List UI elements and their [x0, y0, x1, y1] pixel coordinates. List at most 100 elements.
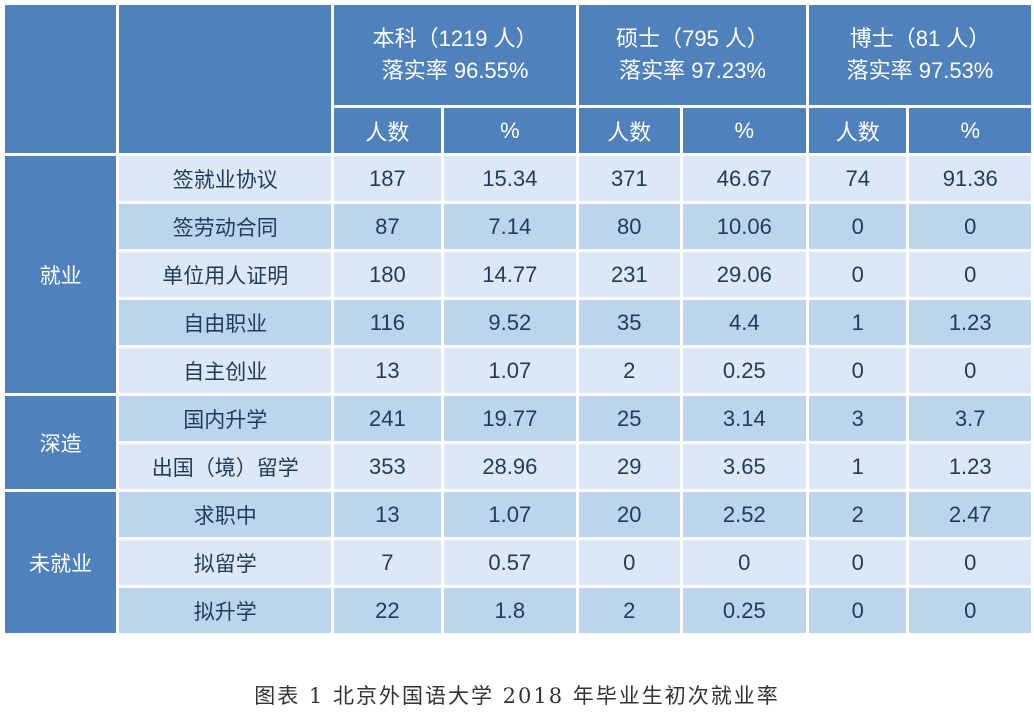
percent-cell: 0: [909, 348, 1031, 393]
count-cell: 353: [334, 444, 441, 489]
table-row: 自主创业 13 1.07 2 0.25 0 0: [5, 348, 1031, 393]
count-cell: 74: [809, 156, 907, 201]
table-row: 拟升学 22 1.8 2 0.25 0 0: [5, 588, 1031, 633]
table-caption: 图表 1 北京外国语大学 2018 年毕业生初次就业率: [254, 684, 780, 708]
category-cell: 未就业: [5, 492, 117, 633]
table-row: 单位用人证明 180 14.77 231 29.06 0 0: [5, 252, 1031, 297]
count-cell: 25: [579, 396, 680, 441]
count-cell: 7: [334, 540, 441, 585]
row-label: 拟留学: [119, 540, 332, 585]
percent-cell: 91.36: [909, 156, 1031, 201]
group-header-master: 硕士（795 人） 落实率 97.23%: [579, 5, 807, 105]
group-header-bachelor: 本科（1219 人） 落实率 96.55%: [334, 5, 577, 105]
percent-cell: 0.25: [682, 588, 807, 633]
count-cell: 1: [809, 300, 907, 345]
count-cell: 80: [579, 204, 680, 249]
group-rate: 落实率 97.53%: [846, 58, 994, 83]
percent-cell: 0: [909, 252, 1031, 297]
percent-cell: 15.34: [443, 156, 577, 201]
count-cell: 0: [809, 204, 907, 249]
employment-table: 本科（1219 人） 落实率 96.55% 硕士（795 人） 落实率 97.2…: [2, 2, 1034, 636]
percent-cell: 2.47: [909, 492, 1031, 537]
percent-cell: 14.77: [443, 252, 577, 297]
row-label: 求职中: [119, 492, 332, 537]
sub-header: 人数: [334, 108, 441, 153]
count-cell: 0: [809, 252, 907, 297]
count-cell: 13: [334, 492, 441, 537]
percent-cell: 1.8: [443, 588, 577, 633]
table-row: 未就业 求职中 13 1.07 20 2.52 2 2.47: [5, 492, 1031, 633]
percent-cell: 1.07: [443, 492, 577, 537]
count-cell: 241: [334, 396, 441, 441]
count-cell: 1: [809, 444, 907, 489]
count-cell: 0: [809, 348, 907, 393]
percent-cell: 3.14: [682, 396, 807, 441]
percent-cell: 0: [909, 588, 1031, 633]
category-cell: 就业: [5, 156, 117, 393]
count-cell: 187: [334, 156, 441, 201]
count-cell: 0: [809, 588, 907, 633]
percent-cell: 0.57: [443, 540, 577, 585]
percent-cell: 1.07: [443, 348, 577, 393]
group-rate: 落实率 97.23%: [619, 58, 766, 83]
percent-cell: 1.23: [909, 300, 1031, 345]
percent-cell: 2.52: [682, 492, 807, 537]
percent-cell: 7.14: [443, 204, 577, 249]
row-label: 签劳动合同: [119, 204, 332, 249]
percent-cell: 0: [909, 204, 1031, 249]
percent-cell: 28.96: [443, 444, 577, 489]
group-header-doctor: 博士（81 人） 落实率 97.53%: [809, 5, 1031, 105]
count-cell: 231: [579, 252, 680, 297]
count-cell: 371: [579, 156, 680, 201]
row-label: 签就业协议: [119, 156, 332, 201]
percent-cell: 4.4: [682, 300, 807, 345]
count-cell: 2: [579, 588, 680, 633]
row-label: 自主创业: [119, 348, 332, 393]
count-cell: 3: [809, 396, 907, 441]
count-cell: 13: [334, 348, 441, 393]
category-cell: 深造: [5, 396, 117, 489]
group-title: 博士（81 人）: [849, 26, 991, 51]
percent-cell: 0: [909, 540, 1031, 585]
sub-header: %: [443, 108, 577, 153]
table-row: 签劳动合同 87 7.14 80 10.06 0 0: [5, 204, 1031, 249]
group-title: 本科（1219 人）: [372, 26, 538, 51]
count-cell: 35: [579, 300, 680, 345]
percent-cell: 10.06: [682, 204, 807, 249]
percent-cell: 0: [682, 540, 807, 585]
corner-cell-2: [119, 5, 332, 153]
row-label: 自由职业: [119, 300, 332, 345]
sub-header: 人数: [579, 108, 680, 153]
percent-cell: 3.65: [682, 444, 807, 489]
corner-cell: [5, 5, 117, 153]
row-label: 出国（境）留学: [119, 444, 332, 489]
percent-cell: 1.23: [909, 444, 1031, 489]
row-label: 拟升学: [119, 588, 332, 633]
percent-cell: 3.7: [909, 396, 1031, 441]
table-row: 出国（境）留学 353 28.96 29 3.65 1 1.23: [5, 444, 1031, 489]
group-title: 硕士（795 人）: [616, 26, 769, 51]
percent-cell: 29.06: [682, 252, 807, 297]
sub-header: 人数: [809, 108, 907, 153]
count-cell: 116: [334, 300, 441, 345]
count-cell: 180: [334, 252, 441, 297]
count-cell: 0: [579, 540, 680, 585]
count-cell: 87: [334, 204, 441, 249]
group-rate: 落实率 96.55%: [381, 58, 529, 83]
count-cell: 29: [579, 444, 680, 489]
count-cell: 0: [809, 540, 907, 585]
sub-header: %: [682, 108, 807, 153]
percent-cell: 9.52: [443, 300, 577, 345]
sub-header: %: [909, 108, 1031, 153]
table-row: 自由职业 116 9.52 35 4.4 1 1.23: [5, 300, 1031, 345]
table-row: 深造 国内升学 241 19.77 25 3.14 3 3.7: [5, 396, 1031, 489]
count-cell: 22: [334, 588, 441, 633]
table-row: 拟留学 7 0.57 0 0 0 0: [5, 540, 1031, 585]
table-row: 就业 签就业协议 187 15.34 371 46.67 74 91.36: [5, 156, 1031, 393]
count-cell: 2: [809, 492, 907, 537]
count-cell: 20: [579, 492, 680, 537]
row-label: 单位用人证明: [119, 252, 332, 297]
percent-cell: 0.25: [682, 348, 807, 393]
percent-cell: 19.77: [443, 396, 577, 441]
percent-cell: 46.67: [682, 156, 807, 201]
